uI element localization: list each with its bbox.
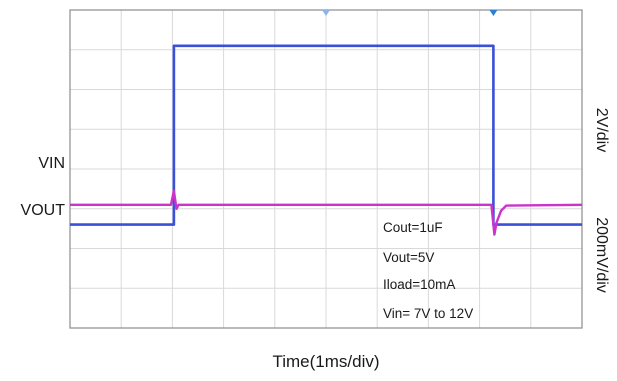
vin-trace <box>70 44 582 226</box>
traces <box>70 44 583 236</box>
vin-scale-label: 2V/div <box>593 108 610 152</box>
vout-scale-label: 200mV/div <box>593 217 610 293</box>
annotation-cout: Cout=1uF <box>383 220 443 235</box>
trigger-markers <box>322 10 498 16</box>
annotation-vin-range: Vin= 7V to 12V <box>383 306 473 321</box>
trigger-marker-icon <box>489 10 498 16</box>
trigger-marker-icon <box>322 10 330 16</box>
vin-channel-label: VIN <box>38 155 65 172</box>
vout-trace <box>70 189 583 236</box>
annotation-vout: Vout=5V <box>383 250 434 265</box>
annotation-iload: Iload=10mA <box>383 277 455 292</box>
x-axis-label: Time(1ms/div) <box>272 352 379 371</box>
grid <box>70 10 582 328</box>
vout-channel-label: VOUT <box>21 202 66 219</box>
